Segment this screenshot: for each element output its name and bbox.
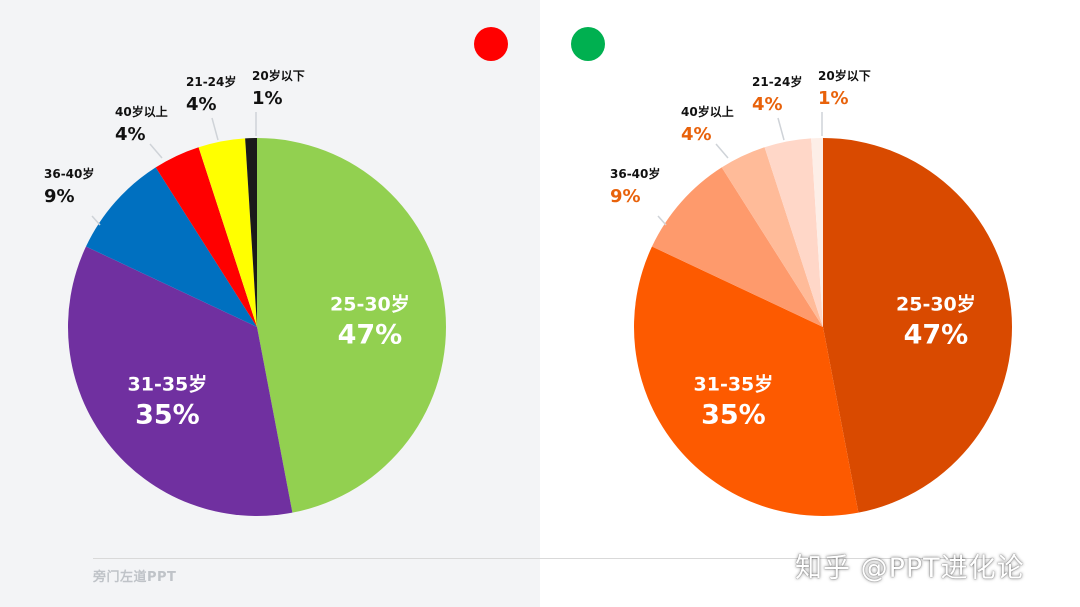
pie-slice bbox=[257, 138, 447, 513]
pie-slice bbox=[634, 246, 859, 516]
slice-value-label: 1% bbox=[252, 88, 283, 109]
pie-slice bbox=[155, 147, 257, 327]
watermark-text: 知乎 @PPT进化论 bbox=[795, 553, 1025, 584]
slice-category-label: 36-40岁 bbox=[610, 166, 660, 181]
slice-value-label: 47% bbox=[904, 319, 969, 350]
slice-category-label: 20岁以下 bbox=[252, 68, 305, 83]
slice-value-label: 4% bbox=[186, 94, 217, 115]
slice-category-label: 21-24岁 bbox=[752, 74, 802, 89]
leader-line bbox=[91, 215, 101, 226]
red-indicator-dot bbox=[474, 27, 508, 61]
slice-value-label: 4% bbox=[752, 94, 783, 115]
slice-value-label: 9% bbox=[610, 186, 641, 207]
pie-slice bbox=[85, 167, 257, 327]
leader-line bbox=[657, 215, 667, 226]
slice-category-label: 21-24岁 bbox=[186, 74, 236, 89]
leader-line bbox=[149, 143, 163, 159]
pie-slice bbox=[823, 138, 1012, 513]
slice-category-label: 40岁以上 bbox=[115, 104, 168, 119]
pie-slice bbox=[811, 138, 823, 327]
slice-category-label: 25-30岁 bbox=[896, 292, 976, 315]
slice-value-label: 4% bbox=[115, 124, 146, 145]
slice-value-label: 35% bbox=[135, 400, 200, 431]
pie-slice bbox=[245, 138, 257, 327]
pie-slice bbox=[764, 138, 823, 327]
leader-line bbox=[715, 143, 729, 159]
pie-chart-1: 25-30岁 47% 31-35岁 35% 36-40岁 9% 40岁以上 4% 21-24岁 4… bbox=[44, 68, 447, 516]
pie-slice bbox=[68, 246, 293, 516]
pie-slice bbox=[651, 167, 823, 327]
slice-value-label: 47% bbox=[338, 319, 403, 350]
slice-category-label: 40岁以上 bbox=[681, 104, 734, 119]
brand-logo-text: 旁门左道PPT bbox=[93, 570, 177, 585]
pie-slice bbox=[198, 138, 257, 327]
slice-value-label: 35% bbox=[701, 400, 766, 431]
slice-category-label: 31-35岁 bbox=[694, 373, 774, 396]
slice-value-label: 1% bbox=[818, 88, 849, 109]
slice-category-label: 36-40岁 bbox=[44, 166, 94, 181]
leader-line bbox=[211, 117, 219, 141]
pie-chart-2: 25-30岁 47% 31-35岁 35% 36-40岁 9% 40岁以上 4% 21-24岁 4… bbox=[610, 68, 1012, 516]
slice-category-label: 20岁以下 bbox=[818, 68, 871, 83]
slice-category-label: 25-30岁 bbox=[330, 292, 410, 315]
footer-divider bbox=[93, 558, 993, 559]
leader-line bbox=[777, 117, 785, 141]
slice-category-label: 31-35岁 bbox=[128, 373, 208, 396]
pie-slice bbox=[721, 147, 823, 327]
green-indicator-dot bbox=[571, 27, 605, 61]
slice-value-label: 4% bbox=[681, 124, 712, 145]
slice-value-label: 9% bbox=[44, 186, 75, 207]
